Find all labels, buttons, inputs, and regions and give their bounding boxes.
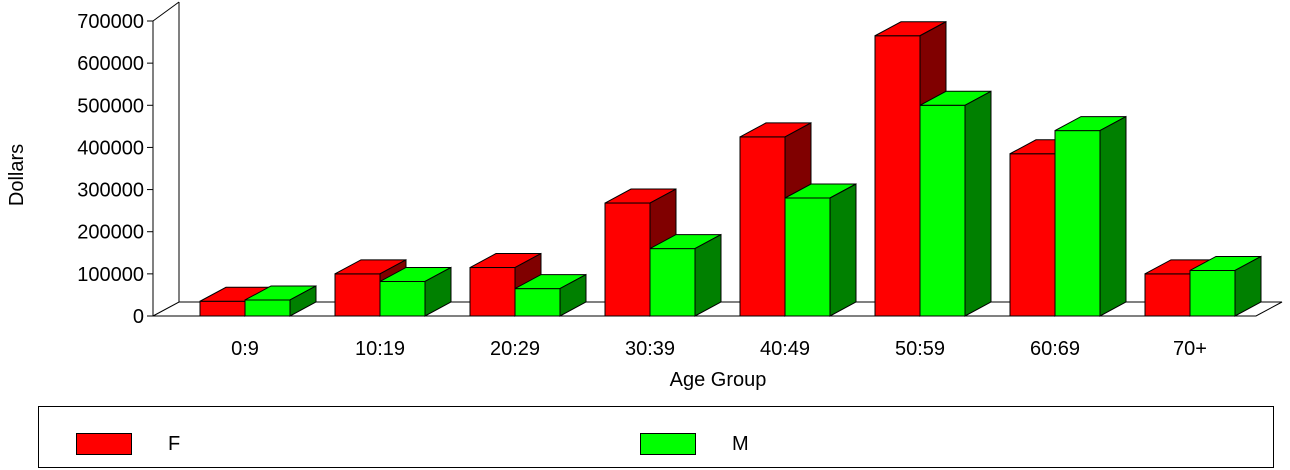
bar-m-3-side — [694, 233, 722, 317]
bar-chart: 0 100000 200000 300000 400000 500000 600000 700… — [6, 1, 1283, 391]
bar-m-3-front — [649, 248, 696, 317]
bar-m-1 — [379, 266, 452, 317]
labels: 0 100000 200000 300000 400000 500000 600000 700… — [77, 11, 1207, 360]
y-tick-label: 300000 — [77, 180, 144, 202]
bar-m-4-side — [829, 183, 857, 317]
bar-m-4-front — [784, 197, 831, 317]
bar-m-6-front — [1054, 130, 1101, 317]
x-tick-label: 60:69 — [1030, 338, 1080, 360]
bar-m-5-front — [919, 104, 966, 317]
bar-m-6 — [1054, 115, 1127, 317]
y-tick-label: 500000 — [77, 95, 144, 117]
x-tick-label: 40:49 — [760, 338, 810, 360]
y-tick-label: 200000 — [77, 222, 144, 244]
bar-f-7-front — [1144, 273, 1191, 317]
bar-m-1-side — [424, 266, 452, 317]
legend-label-f: F — [168, 432, 181, 455]
legend: F M — [38, 406, 1274, 468]
bar-m-3 — [649, 233, 722, 317]
legend-item-m: M — [640, 432, 749, 456]
x-axis-title: Age Group — [670, 369, 767, 391]
bar-m-4 — [784, 183, 857, 317]
legend-item-f: F — [76, 432, 180, 456]
bar-m-6-side — [1099, 115, 1127, 317]
x-tick-label: 30:39 — [625, 338, 675, 360]
bar-m-0-front — [244, 299, 291, 317]
x-tick-label: 70+ — [1173, 338, 1207, 360]
y-tick-label: 100000 — [77, 264, 144, 286]
bar-f-5-front — [874, 35, 921, 317]
bar-m-7 — [1189, 255, 1262, 317]
x-tick-label: 20:29 — [490, 338, 540, 360]
bar-f-3-front — [604, 202, 651, 317]
bar-m-0-side — [289, 285, 317, 317]
x-tick-label: 10:19 — [355, 338, 405, 360]
y-tick-label: 400000 — [77, 137, 144, 159]
bar-m-1-front — [379, 280, 426, 317]
y-tick-label: 700000 — [77, 11, 144, 33]
bar-m-2-front — [514, 288, 561, 317]
y-tick-label: 0 — [133, 306, 144, 328]
legend-swatch-m — [640, 433, 696, 455]
y-axis-title: Dollars — [6, 144, 28, 206]
bar-m-7-side — [1234, 255, 1262, 317]
bars — [199, 20, 1262, 317]
bar-m-5-side — [964, 90, 992, 317]
bar-f-0-front — [199, 300, 246, 317]
bar-f-1-front — [334, 273, 381, 317]
y-tick-label: 600000 — [77, 53, 144, 75]
bar-f-2-front — [469, 267, 516, 317]
bar-m-5 — [919, 90, 992, 317]
bar-m-0 — [244, 285, 317, 317]
x-tick-label: 50:59 — [895, 338, 945, 360]
y-axis-top-edge — [152, 1, 180, 22]
legend-label-m: M — [732, 432, 749, 455]
x-tick-label: 0:9 — [231, 338, 259, 360]
bar-f-6-front — [1009, 153, 1056, 317]
bar-m-2 — [514, 273, 587, 317]
legend-swatch-f — [76, 433, 132, 455]
bar-m-7-front — [1189, 269, 1236, 317]
bar-f-3 — [604, 188, 677, 317]
bar-f-4-front — [739, 136, 786, 317]
bar-m-2-side — [559, 273, 587, 317]
